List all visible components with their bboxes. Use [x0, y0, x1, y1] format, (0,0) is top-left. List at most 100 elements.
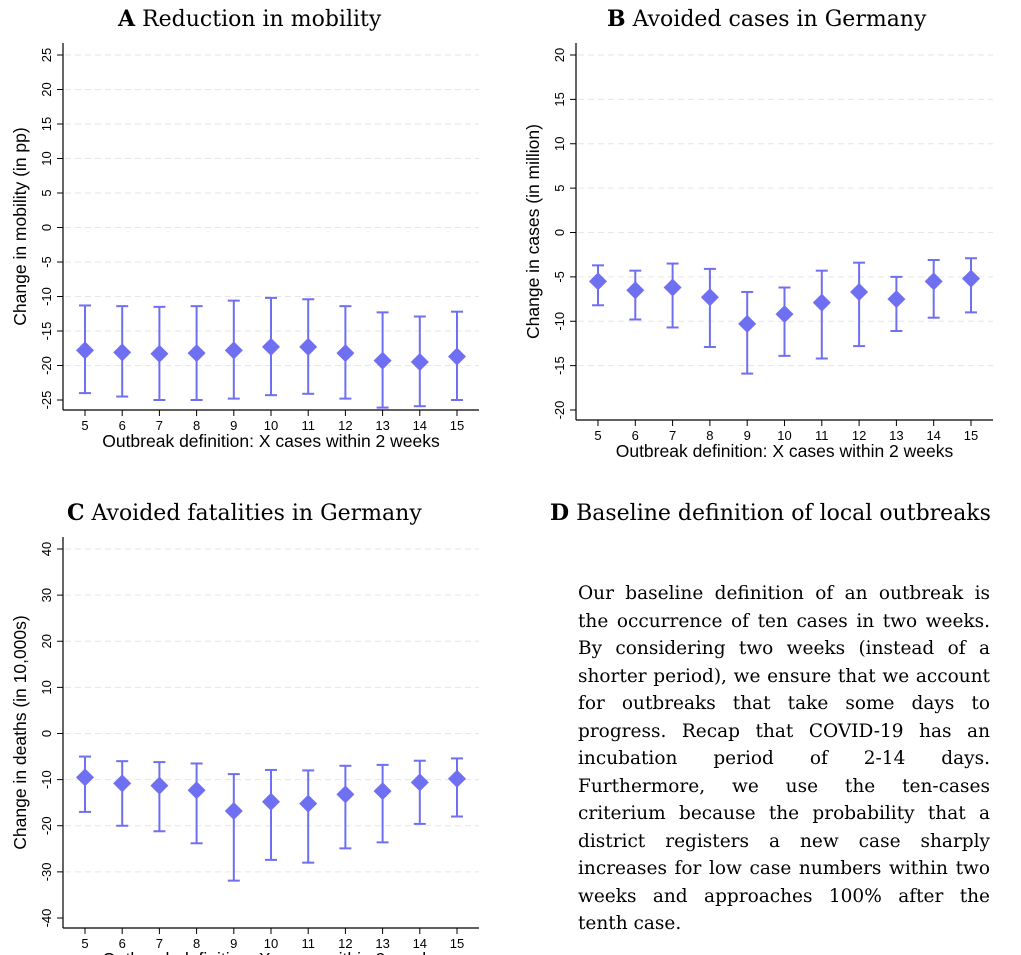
point-estimate-marker: [113, 774, 132, 793]
panel-c-title-text: Avoided fatalities in Germany: [91, 501, 422, 526]
y-tick-label: 0: [39, 730, 54, 737]
point-estimate-marker: [410, 353, 429, 372]
x-tick-label: 13: [889, 428, 903, 443]
point-estimate-marker: [150, 776, 169, 795]
x-tick-label: 7: [156, 936, 163, 951]
x-tick-label: 13: [375, 418, 389, 433]
point-estimate-marker: [187, 781, 206, 800]
x-tick-label: 8: [193, 936, 200, 951]
point-estimate-marker: [850, 282, 869, 301]
panel-c-title: C Avoided fatalities in Germany: [67, 500, 422, 526]
y-tick-label: 10: [39, 151, 54, 165]
point-estimate-marker: [76, 341, 94, 360]
x-tick-label: 15: [450, 936, 464, 951]
panel-d-letter: D: [550, 500, 570, 526]
x-tick-label: 10: [264, 418, 278, 433]
point-estimate-marker: [626, 281, 645, 300]
x-tick-label: 8: [706, 428, 713, 443]
x-tick-label: 14: [413, 936, 427, 951]
point-estimate-marker: [336, 344, 355, 363]
point-estimate-marker: [410, 773, 429, 792]
y-tick-label: -40: [39, 909, 54, 928]
x-tick-label: 14: [413, 418, 427, 433]
x-tick-label: 5: [594, 428, 601, 443]
panel-a-title: A Reduction in mobility: [118, 6, 381, 32]
x-tick-label: 13: [375, 936, 389, 951]
point-estimate-marker: [299, 794, 318, 813]
point-estimate-marker: [262, 792, 280, 811]
x-tick-label: 8: [193, 418, 200, 433]
panel-d-title: D Baseline definition of local outbreaks: [550, 500, 991, 526]
y-axis-label: Change in deaths (in 10,000s): [10, 615, 30, 849]
x-tick-label: 15: [450, 418, 464, 433]
y-tick-label: 10: [552, 137, 567, 151]
panel-a-title-text: Reduction in mobility: [142, 7, 382, 32]
point-estimate-marker: [924, 272, 943, 291]
point-estimate-marker: [589, 272, 607, 291]
point-estimate-marker: [663, 278, 682, 297]
x-axis-label: Outbreak definition: X cases within 2 we…: [102, 949, 440, 955]
y-axis-label: Change in mobility (in pp): [10, 127, 30, 325]
y-tick-label: -20: [39, 816, 54, 835]
y-tick-label: 40: [39, 542, 54, 556]
panel-b-letter: B: [607, 6, 626, 32]
y-tick-label: -20: [552, 401, 567, 420]
point-estimate-marker: [187, 344, 206, 363]
point-estimate-marker: [373, 351, 392, 370]
x-tick-label: 11: [301, 418, 315, 433]
point-estimate-marker: [962, 269, 980, 288]
x-axis-label: Outbreak definition: X cases within 2 we…: [102, 431, 440, 451]
y-tick-label: 30: [39, 588, 54, 602]
y-tick-label: 5: [39, 189, 54, 196]
point-estimate-marker: [775, 305, 794, 324]
y-tick-label: 5: [552, 185, 567, 192]
x-tick-label: 5: [81, 936, 88, 951]
y-tick-label: -10: [552, 312, 567, 331]
y-tick-label: -15: [39, 322, 54, 341]
x-axis-label: Outbreak definition: X cases within 2 we…: [616, 441, 954, 461]
point-estimate-marker: [299, 337, 318, 356]
x-tick-label: 10: [777, 428, 791, 443]
panel-d-text: Our baseline definition of an outbreak i…: [578, 583, 990, 934]
x-tick-label: 12: [338, 936, 352, 951]
chart-1: -25 -20 -15 -10 -5 0 5 10 15 20 25 5 6 7 8 9 10 11 12 13 14 1…: [10, 43, 479, 451]
point-estimate-marker: [373, 782, 392, 801]
y-tick-label: 20: [552, 48, 567, 62]
y-tick-label: -5: [552, 271, 567, 283]
panel-d-title-text: Baseline definition of local outbreaks: [576, 501, 991, 526]
y-tick-label: 15: [552, 92, 567, 106]
point-estimate-marker: [113, 343, 132, 362]
point-estimate-marker: [336, 785, 355, 804]
x-tick-label: 12: [338, 418, 352, 433]
x-tick-label: 9: [744, 428, 751, 443]
y-tick-label: 0: [39, 224, 54, 231]
point-estimate-marker: [76, 768, 94, 787]
panel-a-letter: A: [118, 6, 136, 32]
point-estimate-marker: [887, 290, 906, 309]
x-tick-label: 9: [230, 936, 237, 951]
x-tick-label: 15: [964, 428, 978, 443]
y-tick-label: -15: [552, 356, 567, 375]
point-estimate-marker: [224, 801, 243, 820]
y-tick-label: 0: [552, 229, 567, 236]
x-tick-label: 10: [264, 936, 278, 951]
y-tick-label: -10: [39, 287, 54, 306]
point-estimate-marker: [812, 293, 831, 312]
x-tick-label: 11: [815, 428, 829, 443]
panel-b-title-text: Avoided cases in Germany: [632, 7, 927, 32]
point-estimate-marker: [448, 347, 466, 366]
panel-b-title: B Avoided cases in Germany: [607, 6, 926, 32]
x-tick-label: 6: [119, 936, 126, 951]
y-tick-label: 15: [39, 117, 54, 131]
y-tick-label: -25: [39, 391, 54, 410]
x-tick-label: 6: [119, 418, 126, 433]
x-tick-label: 12: [852, 428, 866, 443]
chart-3: -40 -30 -20 -10 0 10 20 30 40 5 6 7 8 9 10 11 12 13 14 15 Ou…: [10, 537, 479, 955]
point-estimate-marker: [700, 288, 719, 307]
y-tick-label: 20: [39, 82, 54, 96]
y-axis-label: Change in cases (in million): [523, 124, 543, 339]
point-estimate-marker: [738, 314, 757, 333]
point-estimate-marker: [262, 337, 280, 356]
y-tick-label: -5: [39, 256, 54, 268]
